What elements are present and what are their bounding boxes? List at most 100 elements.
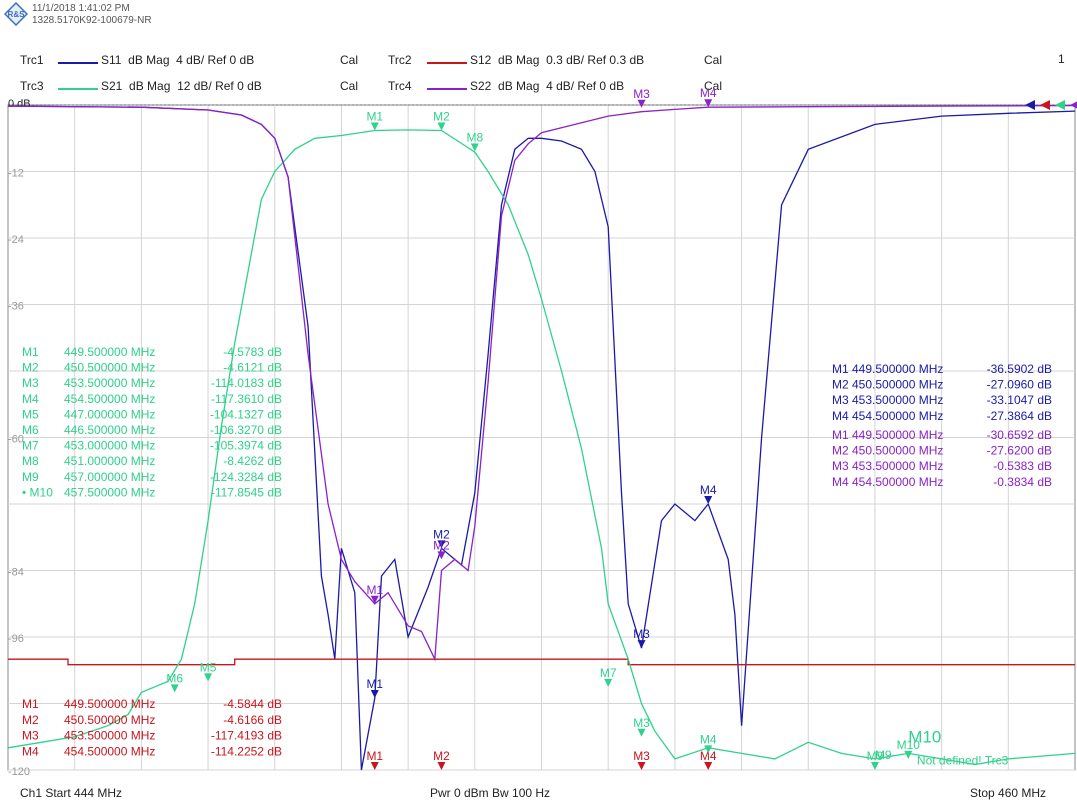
marker-table: M1 449.500000 MHz -36.5902 dB M2 450.500000 … (832, 362, 1052, 423)
marker-table-name: M5 (22, 407, 39, 421)
marker-table-name: M9 (22, 470, 39, 484)
trace-swatch-trc1 (58, 62, 98, 64)
rs-logo-icon: R&S (4, 2, 28, 26)
marker-table-name: M4 (832, 409, 849, 423)
marker-table-name: M2 (22, 713, 39, 727)
trace-trc4 (7, 104, 1076, 662)
marker-label: M2 (433, 527, 450, 541)
marker-m4: M4 (700, 749, 717, 770)
trace-label-trc3[interactable]: Trc3 (20, 79, 44, 93)
y-tick-label: -96 (8, 633, 24, 645)
marker-m3: M3 (633, 87, 650, 108)
trace-swatch-trc2 (427, 62, 467, 64)
marker-table-value: -104.1327 dB (210, 407, 282, 421)
marker-table-value: -4.5844 dB (223, 697, 282, 711)
marker-triangle (470, 143, 479, 152)
ref-arrow (1070, 101, 1077, 109)
trace-label-trc1[interactable]: Trc1 (20, 53, 44, 67)
annotations: M10 M9 Not defined! Trc3 (875, 727, 1009, 767)
marker-label: M4 (700, 483, 717, 497)
marker-table-name: • M10 (22, 485, 53, 499)
svg-text:R&S: R&S (8, 10, 26, 19)
marker-table-value: -33.1047 dB (987, 393, 1052, 407)
trace-label-trc4[interactable]: Trc4 (388, 79, 412, 93)
marker-label: M6 (166, 671, 183, 685)
trace-format: dB Mag (129, 79, 171, 93)
trace-scale: 0.3 dB/ Ref 0.3 dB (546, 53, 645, 67)
marker-triangle (604, 678, 613, 687)
marker-table-freq: 453.500000 MHz (852, 393, 943, 407)
marker-m5: M5 (200, 660, 217, 682)
marker-table: M1 449.500000 MHz -4.5844 dB M2 450.500000 M… (22, 697, 282, 758)
grid: 0 dB -12 -24 -36 -60 -84 -96 -120 (7, 98, 1076, 778)
marker-m3: M3 (633, 716, 650, 737)
marker-m1: M1 (366, 749, 383, 770)
marker-triangle (704, 99, 713, 108)
trace-curves (7, 104, 1076, 771)
trace-format: dB Mag (498, 79, 540, 93)
marker-label: M4 (700, 732, 717, 746)
trace-trc1 (7, 105, 1076, 771)
trace-id: Trc4 (388, 79, 412, 93)
y-tick-label: -84 (8, 567, 24, 579)
trace-scale: 12 dB/ Ref 0 dB (177, 79, 262, 93)
marker-table-name: M8 (22, 454, 39, 468)
y-tick-label: -24 (8, 234, 24, 246)
marker-table-freq: 450.500000 MHz (852, 444, 943, 458)
marker-m4: M4 (700, 732, 717, 754)
sweep-start: Ch1 Start 444 MHz (20, 786, 123, 800)
marker-table-name: M4 (832, 475, 849, 489)
plot-frame (7, 104, 1076, 771)
marker-label: M10 (897, 738, 921, 752)
marker-table-value: -117.3610 dB (211, 392, 282, 406)
marker-table-name: M6 (22, 423, 39, 437)
marker-m1: M1 (366, 583, 383, 604)
trace-param: S12 (470, 53, 492, 67)
marker-table-freq: 457.000000 MHz (64, 470, 155, 484)
marker-table-freq: 454.500000 MHz (64, 744, 155, 758)
trace-swatch-trc3 (58, 88, 98, 90)
trace-trc2 (8, 658, 1075, 666)
marker-table-name: M4 (22, 744, 39, 758)
marker-triangle (704, 762, 713, 770)
instrument-id: 1328.5170K92-100679-NR (32, 15, 152, 26)
marker-label: M3 (633, 716, 650, 730)
marker-table: M1 449.500000 MHz -30.6592 dB M2 450.500000 … (832, 428, 1052, 489)
marker-m9: M9 (867, 749, 884, 770)
marker-table-name: M1 (832, 428, 849, 442)
marker-table-value: -114.0183 dB (211, 376, 282, 390)
marker-label: M7 (600, 666, 617, 680)
marker-label: M1 (366, 749, 383, 763)
marker-table-value: -4.6121 dB (223, 361, 282, 375)
trace-cal-trc1: Cal (340, 53, 359, 67)
page-number: 1 (1058, 52, 1065, 66)
annotation: M9 (875, 748, 892, 762)
marker-table-freq: 450.500000 MHz (64, 361, 155, 375)
marker-table-freq: 453.500000 MHz (852, 459, 943, 473)
trace-info-trc2: S12 dB Mag 0.3 dB/ Ref 0.3 dB (470, 53, 644, 67)
marker-table-value: -117.8545 dB (211, 485, 282, 499)
marker-m4: M4 (700, 483, 717, 504)
timestamp: 11/1/2018 1:41:02 PM (32, 3, 130, 14)
marker-triangle (704, 496, 713, 504)
marker-label: M9 (867, 749, 884, 763)
marker-triangle (637, 640, 646, 649)
marker-table-freq: 451.000000 MHz (64, 454, 155, 468)
trace-id: Trc2 (388, 53, 412, 67)
marker-table-name: M2 (832, 378, 849, 392)
marker-label: M2 (433, 109, 450, 123)
marker-m3: M3 (633, 749, 650, 770)
marker-label: M3 (633, 749, 650, 763)
trace-label-trc2[interactable]: Trc2 (388, 53, 412, 67)
marker-table-freq: 450.500000 MHz (64, 713, 155, 727)
marker-table-name: M3 (832, 393, 849, 407)
marker-table-value: -4.5783 dB (223, 345, 282, 359)
marker-table-value: -36.5902 dB (987, 362, 1052, 376)
ref-arrow (1055, 100, 1065, 110)
marker-triangle (870, 762, 879, 770)
marker-table-name: M3 (832, 459, 849, 473)
marker-table-value: -4.6166 dB (223, 713, 282, 727)
marker-label: M2 (433, 749, 450, 763)
